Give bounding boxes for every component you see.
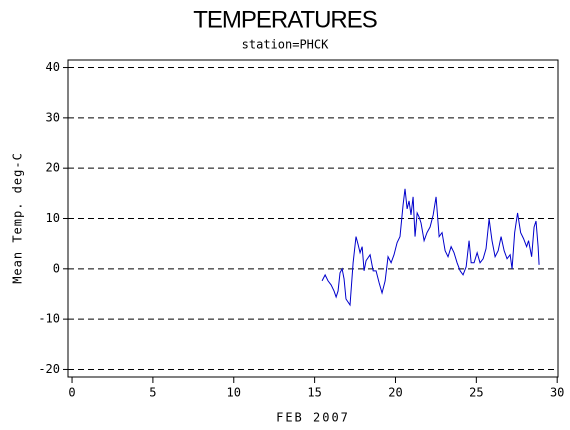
chart-subtitle: station=PHCK	[242, 38, 329, 52]
x-tick-label: 0	[68, 386, 75, 400]
chart-title: TEMPERATURES	[193, 6, 377, 33]
data-line	[321, 188, 540, 307]
x-tick-label: 20	[388, 386, 402, 400]
y-tick-label: 20	[46, 161, 60, 175]
x-tick-label: 5	[149, 386, 156, 400]
x-tick-label: 25	[469, 386, 483, 400]
y-tick-label: 40	[46, 60, 60, 74]
y-tick-label: -10	[38, 312, 60, 326]
y-tick-label: -20	[38, 362, 60, 376]
y-tick-label: 0	[53, 261, 60, 275]
y-tick-label: 10	[46, 211, 60, 225]
x-tick-label: 30	[550, 386, 564, 400]
y-tick-label: 30	[46, 110, 60, 124]
y-axis-label: Mean Temp. deg-C	[11, 152, 25, 284]
x-axis-label: FEB 2007	[276, 411, 350, 425]
x-tick-label: 10	[227, 386, 241, 400]
x-tick-label: 15	[307, 386, 321, 400]
